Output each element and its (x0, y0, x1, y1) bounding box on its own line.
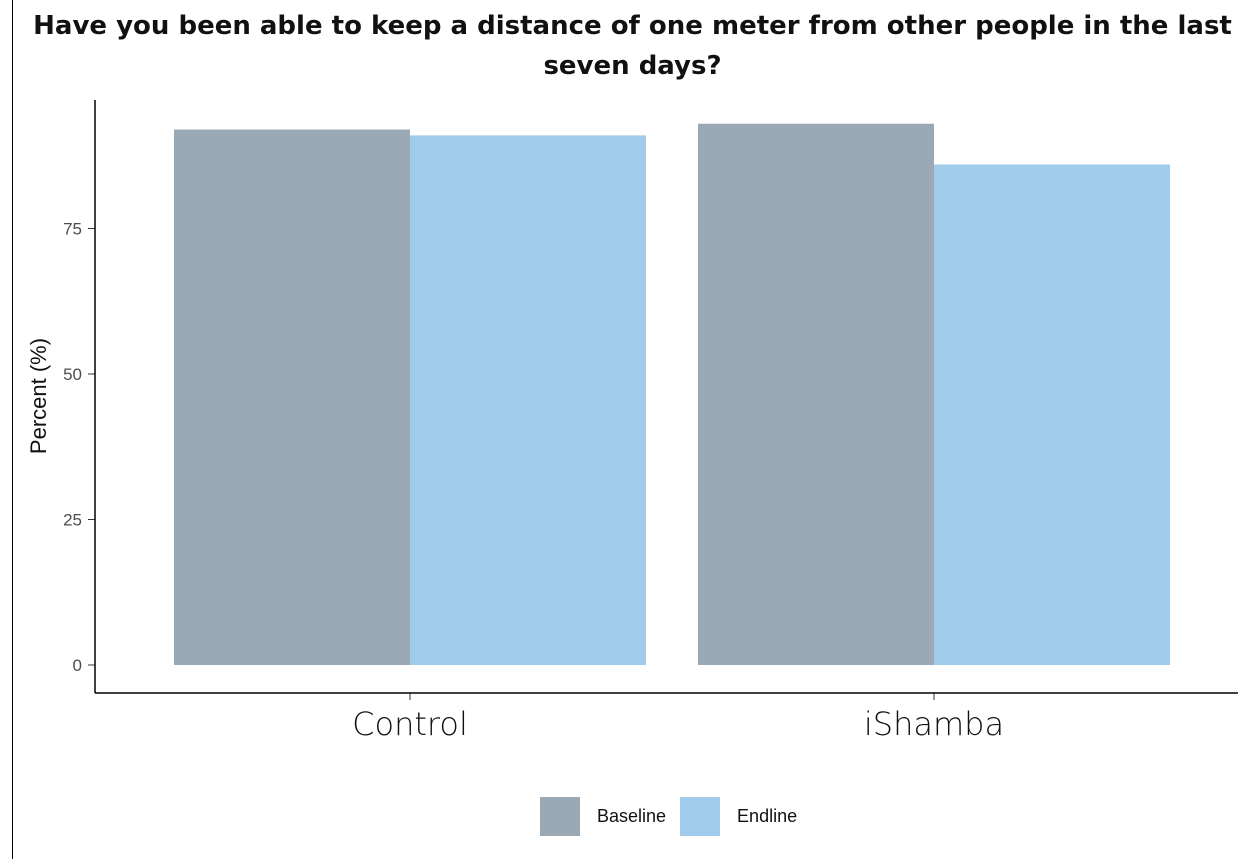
legend-item-endline: Endline (680, 796, 798, 836)
chart-title: Have you been able to keep a distance of… (33, 11, 1232, 81)
y-tick-label: 50 (63, 365, 82, 384)
legend-label-baseline: Baseline (597, 805, 667, 826)
bar-control-endline (410, 135, 646, 665)
x-tick-label-control: Control (352, 705, 468, 743)
y-tick-label: 25 (63, 511, 82, 530)
legend-swatch-baseline (540, 796, 580, 836)
y-tick-label: 75 (63, 220, 82, 239)
frame-left-border (12, 0, 13, 859)
legend-item-baseline: Baseline (540, 796, 667, 836)
y-axis-label: Percent (%) (26, 338, 51, 454)
legend-label-endline: Endline (737, 805, 798, 826)
y-tick-label: 0 (73, 656, 82, 675)
legend-swatch-endline (680, 796, 721, 836)
x-tick-label-ishamba: iShamba (864, 705, 1004, 743)
legend: Baseline Endline (540, 796, 811, 836)
bar-ishamba-baseline (698, 123, 934, 666)
bar-control-baseline (174, 129, 410, 665)
bar-ishamba-endline (934, 164, 1170, 666)
